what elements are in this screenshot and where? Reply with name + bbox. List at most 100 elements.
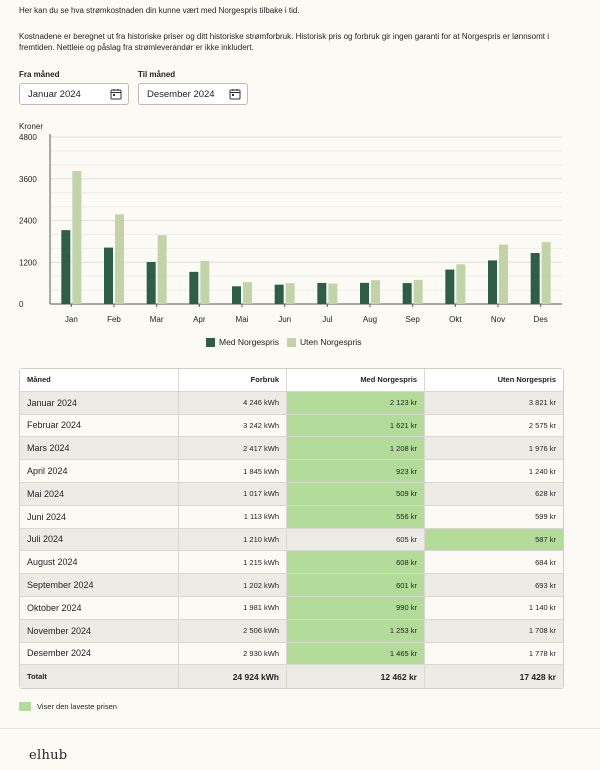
y-tick-label: 4800 (19, 133, 37, 142)
cell-without-norgespris: 1 140 kr (424, 596, 563, 620)
bar-with-norgespris[interactable] (402, 283, 412, 304)
cell-usage: 1 845 kWh (178, 460, 286, 483)
cell-with-norgespris: 1 621 kr (286, 414, 424, 438)
cell-usage: 2 930 kWh (178, 642, 286, 666)
cell-month: Januar 2024 (20, 391, 178, 415)
x-tick-label: Jan (65, 315, 78, 324)
cell-month: Desember 2024 (20, 642, 178, 666)
bar-without-norgespris[interactable] (371, 280, 380, 304)
y-tick-label: 2400 (19, 217, 37, 226)
intro-text: Her kan du se hva strømkostnaden din kun… (19, 6, 300, 15)
cell-usage: 3 242 kWh (178, 414, 286, 438)
bar-with-norgespris[interactable] (189, 271, 199, 304)
cell-without-norgespris: 599 kr (424, 505, 563, 529)
bar-without-norgespris[interactable] (72, 171, 82, 304)
legend-item-without: Uten Norgespris (287, 337, 361, 347)
cell-usage: 2 506 kWh (178, 619, 286, 643)
table-row: Mai 2024 1 017 kWh 509 kr 628 kr (20, 482, 563, 506)
bar-without-norgespris[interactable] (200, 260, 210, 304)
cell-month: Februar 2024 (20, 414, 178, 438)
from-month-label: Fra måned (19, 70, 60, 79)
cell-total-usage: 24 924 kWh (178, 665, 286, 689)
bar-without-norgespris[interactable] (328, 283, 338, 304)
col-header-month: Måned (20, 369, 178, 392)
legend-label-without: Uten Norgespris (300, 337, 362, 347)
cell-usage: 4 246 kWh (178, 391, 286, 415)
cell-total-without: 17 428 kr (424, 665, 563, 689)
cell-month: November 2024 (20, 619, 178, 643)
bar-with-norgespris[interactable] (445, 269, 455, 304)
cell-month: Mars 2024 (20, 437, 178, 461)
calendar-icon[interactable] (110, 88, 122, 100)
calendar-icon[interactable] (229, 88, 241, 100)
bar-with-norgespris[interactable] (61, 230, 71, 304)
cell-without-norgespris: 2 575 kr (424, 414, 563, 438)
cell-with-norgespris: 601 kr (286, 574, 424, 597)
to-month-label: Til måned (138, 70, 176, 79)
table-row: April 2024 1 845 kWh 923 kr 1 240 kr (20, 460, 563, 483)
bar-without-norgespris[interactable] (413, 279, 423, 304)
cell-total-label: Totalt (20, 665, 178, 689)
cell-usage: 1 017 kWh (178, 482, 286, 506)
cell-with-norgespris: 1 208 kr (286, 437, 424, 461)
cell-with-norgespris: 1 465 kr (286, 642, 424, 666)
x-tick-label: Sep (406, 315, 421, 324)
cell-month: Oktober 2024 (20, 596, 178, 620)
cell-month: Juli 2024 (20, 528, 178, 552)
elhub-logo[interactable]: elhub (29, 748, 68, 763)
legend-item-with: Med Norgespris (206, 337, 279, 347)
chart-legend: Med Norgespris Uten Norgespris (206, 337, 361, 347)
bar-without-norgespris[interactable] (499, 244, 508, 304)
bar-with-norgespris[interactable] (488, 260, 497, 304)
bar-with-norgespris[interactable] (317, 282, 327, 304)
bar-without-norgespris[interactable] (456, 264, 466, 304)
bar-without-norgespris[interactable] (285, 283, 295, 304)
x-tick-label: Okt (449, 315, 462, 324)
to-month-value: Desember 2024 (147, 88, 215, 100)
cell-with-norgespris: 605 kr (286, 528, 424, 552)
x-tick-label: Aug (363, 315, 377, 324)
bar-with-norgespris[interactable] (360, 282, 369, 304)
cell-with-norgespris: 556 kr (286, 505, 424, 529)
cell-with-norgespris: 923 kr (286, 460, 424, 483)
cell-month: April 2024 (20, 460, 178, 483)
cell-without-norgespris: 1 778 kr (424, 642, 563, 666)
cell-with-norgespris: 2 123 kr (286, 391, 424, 415)
table-header-row: Måned Forbruk Med Norgespris Uten Norges… (20, 369, 563, 392)
x-tick-label: Mai (236, 315, 249, 324)
bar-with-norgespris[interactable] (104, 247, 113, 304)
x-tick-label: Jul (322, 315, 332, 324)
cell-month: Juni 2024 (20, 505, 178, 529)
cost-table: Måned Forbruk Med Norgespris Uten Norges… (19, 368, 564, 690)
y-tick-label: 0 (19, 300, 24, 309)
bar-without-norgespris[interactable] (157, 235, 167, 304)
legend-label-with: Med Norgespris (219, 337, 279, 347)
legend-swatch-with (206, 337, 215, 347)
cell-without-norgespris: 587 kr (424, 528, 563, 552)
table-total-row: Totalt 24 924 kWh 12 462 kr 17 428 kr (20, 665, 563, 689)
cell-with-norgespris: 990 kr (286, 596, 424, 620)
table-row: August 2024 1 215 kWh 608 kr 684 kr (20, 551, 563, 575)
cell-without-norgespris: 684 kr (424, 551, 563, 575)
bar-with-norgespris[interactable] (274, 284, 284, 304)
col-header-with: Med Norgespris (286, 369, 424, 392)
bar-with-norgespris[interactable] (146, 261, 156, 304)
table-row: Februar 2024 3 242 kWh 1 621 kr 2 575 kr (20, 414, 563, 438)
bar-with-norgespris[interactable] (232, 286, 241, 304)
lowest-price-swatch (19, 702, 31, 711)
bar-without-norgespris[interactable] (541, 242, 551, 304)
bar-without-norgespris[interactable] (243, 282, 252, 304)
cell-without-norgespris: 693 kr (424, 574, 563, 597)
x-tick-label: Jun (278, 315, 291, 324)
x-tick-label: Nov (491, 315, 505, 324)
from-month-value: Januar 2024 (28, 88, 81, 100)
cell-total-with: 12 462 kr (286, 665, 424, 689)
bar-without-norgespris[interactable] (115, 214, 124, 304)
cell-without-norgespris: 628 kr (424, 482, 563, 506)
table-row: Juni 2024 1 113 kWh 556 kr 599 kr (20, 505, 563, 529)
legend-swatch-without (287, 337, 296, 347)
cell-month: August 2024 (20, 551, 178, 575)
to-month-input[interactable]: Desember 2024 (138, 83, 248, 105)
from-month-input[interactable]: Januar 2024 (19, 83, 129, 105)
bar-with-norgespris[interactable] (530, 253, 540, 304)
